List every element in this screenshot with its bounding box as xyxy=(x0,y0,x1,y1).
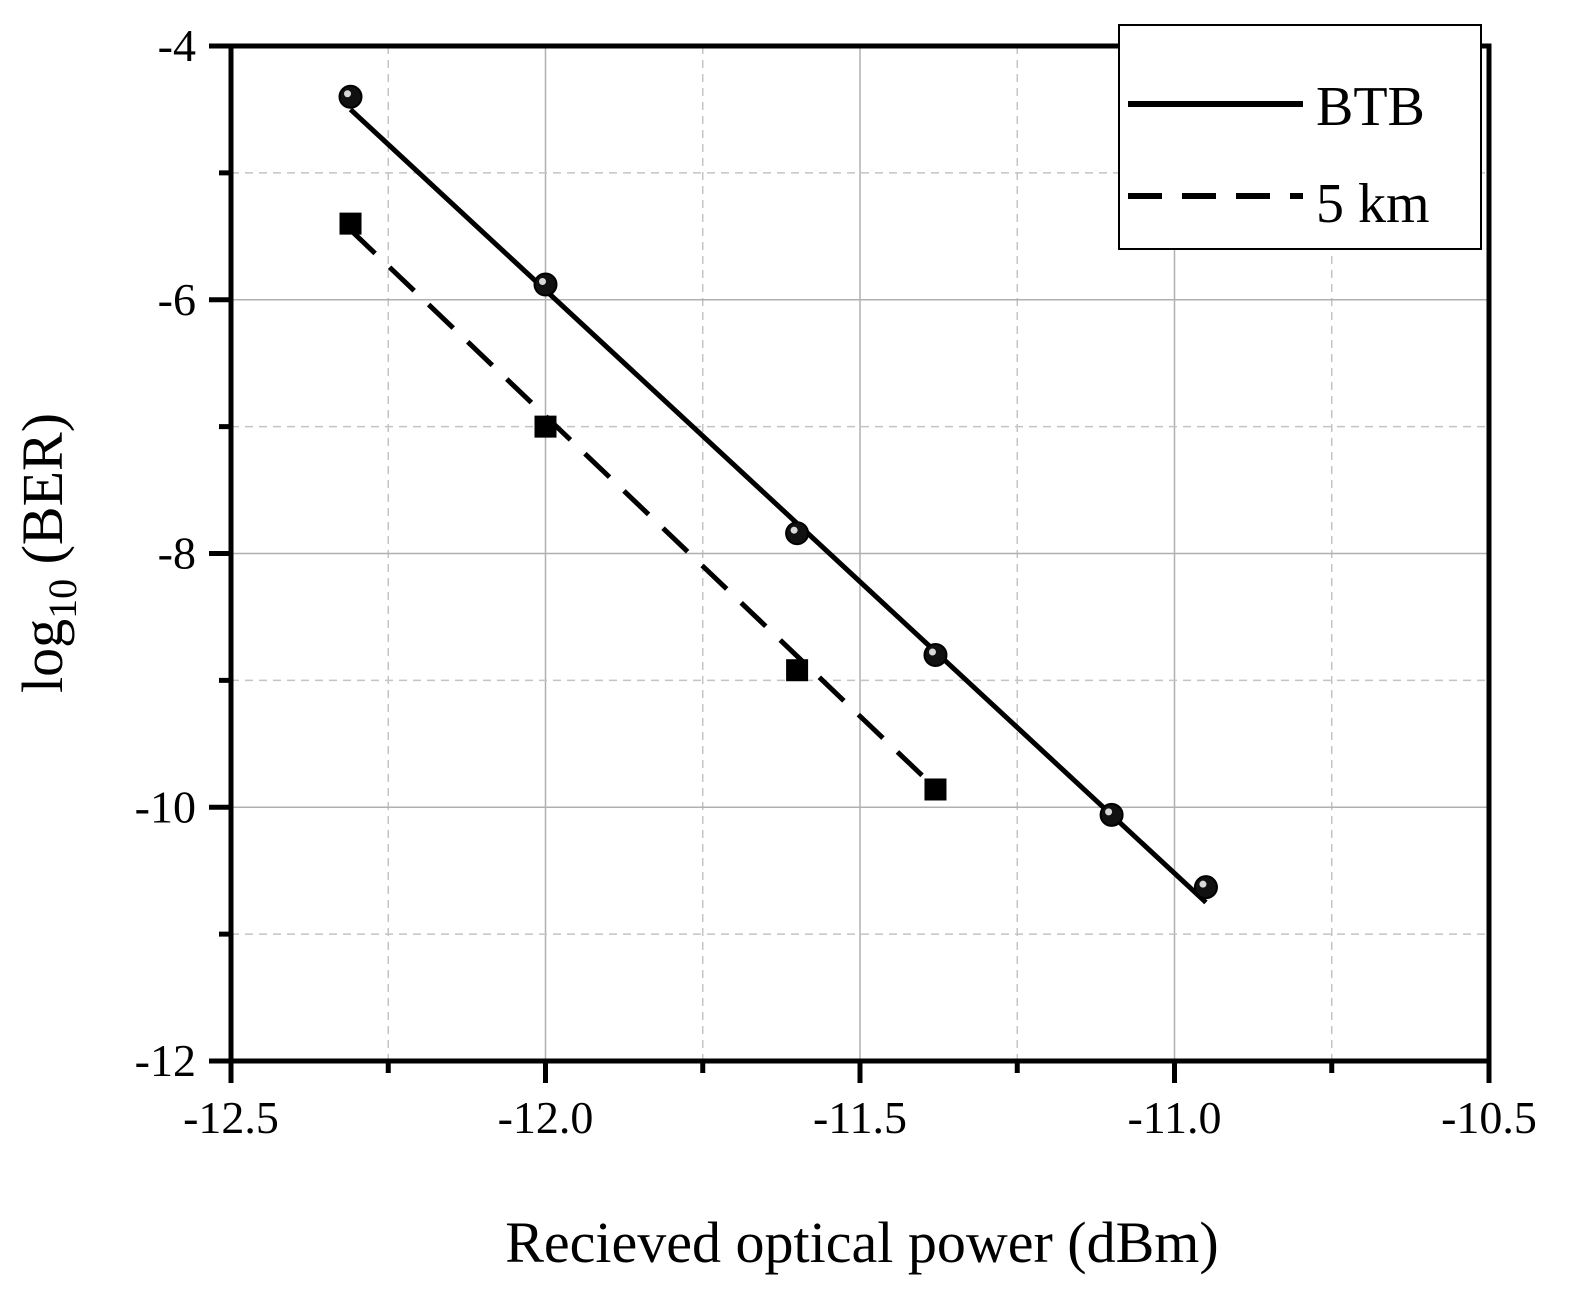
legend: BTB 5 km xyxy=(1118,24,1482,250)
legend-btb-label: BTB xyxy=(1316,76,1425,138)
data-point-highlight-btb xyxy=(344,90,352,98)
y-axis-title-main: log xyxy=(10,619,75,693)
y-axis-title-subscript: 10 xyxy=(40,579,85,619)
x-tick-label: -11.5 xyxy=(813,1092,907,1143)
data-point-btb xyxy=(338,84,363,109)
x-axis-title: Recieved optical power (dBm) xyxy=(505,1210,1218,1275)
data-point-5-km xyxy=(924,778,947,801)
data-point-highlight-btb xyxy=(1105,808,1113,816)
data-point-btb xyxy=(785,521,810,546)
series-line-btb xyxy=(348,107,1208,905)
y-axis-title-suffix: (BER) xyxy=(10,413,75,579)
series-layer xyxy=(338,84,1218,905)
y-tick-label: -10 xyxy=(135,781,196,832)
series-line-5-km xyxy=(348,228,938,791)
x-tick-label: -12.0 xyxy=(498,1092,594,1143)
data-point-5-km xyxy=(786,659,809,682)
data-point-highlight-btb xyxy=(539,278,546,286)
data-point-btb xyxy=(923,643,948,667)
y-axis-title: log10 (BER) xyxy=(10,413,85,693)
x-tick-label: -11.0 xyxy=(1127,1092,1221,1143)
data-point-highlight-btb xyxy=(1199,880,1207,888)
y-tick-label: -4 xyxy=(158,20,196,71)
x-tick-label: -10.5 xyxy=(1441,1092,1537,1143)
y-tick-label: -12 xyxy=(135,1035,196,1086)
tick-labels: -12.5 -12.0 -11.5 -11.0 -10.5 -4 -6 -8 -10 -12 xyxy=(135,20,1537,1143)
data-point-5-km xyxy=(534,415,557,438)
axes xyxy=(209,43,1492,1083)
data-point-btb xyxy=(1193,875,1218,900)
data-point-btb xyxy=(533,272,558,297)
y-tick-label: -8 xyxy=(158,528,196,579)
data-point-btb xyxy=(1099,802,1124,827)
legend-box xyxy=(1118,24,1482,250)
x-tick-label: -12.5 xyxy=(183,1092,279,1143)
data-point-5-km xyxy=(339,212,362,235)
legend-5km-label: 5 km xyxy=(1316,173,1430,235)
y-tick-label: -6 xyxy=(158,274,196,325)
data-point-highlight-btb xyxy=(790,526,798,534)
data-point-highlight-btb xyxy=(928,648,936,656)
